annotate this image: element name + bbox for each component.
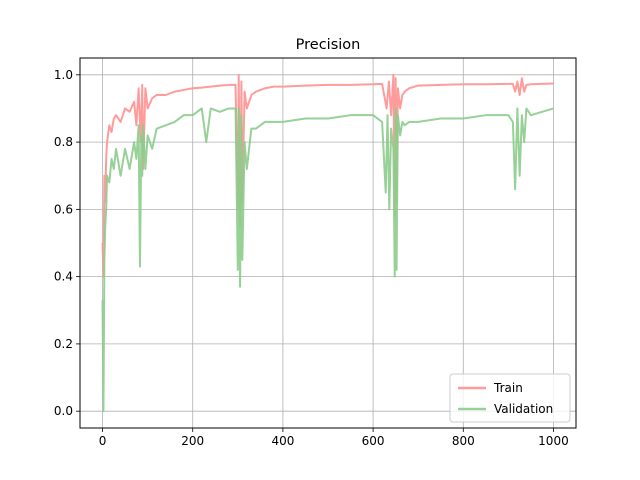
series-layer xyxy=(101,73,554,413)
chart-title: Precision xyxy=(296,37,361,53)
axes-frame xyxy=(79,57,577,429)
x-tick-label: 200 xyxy=(181,434,204,448)
x-tick-label: 800 xyxy=(452,434,475,448)
x-tick-label: 600 xyxy=(362,434,385,448)
legend-label-train: Train xyxy=(493,381,523,395)
y-tick-label: 0.0 xyxy=(54,404,73,418)
grid xyxy=(80,58,576,428)
x-tick-label: 400 xyxy=(271,434,294,448)
ticks: 0 200 400 600 800 1000 0.0 0.2 0.4 0.6 0.8 1.0 xyxy=(54,68,569,448)
y-tick-label: 0.6 xyxy=(54,202,73,216)
y-tick-label: 0.8 xyxy=(54,135,73,149)
y-tick-label: 0.4 xyxy=(54,270,73,284)
y-tick-label: 1.0 xyxy=(54,68,73,82)
series-line-validation xyxy=(101,107,554,413)
legend: Train Validation xyxy=(449,373,571,423)
x-tick-label: 0 xyxy=(99,434,107,448)
legend-label-validation: Validation xyxy=(494,402,553,416)
y-tick-label: 0.2 xyxy=(54,337,73,351)
x-tick-label: 1000 xyxy=(538,434,569,448)
series-line-train xyxy=(101,73,554,278)
